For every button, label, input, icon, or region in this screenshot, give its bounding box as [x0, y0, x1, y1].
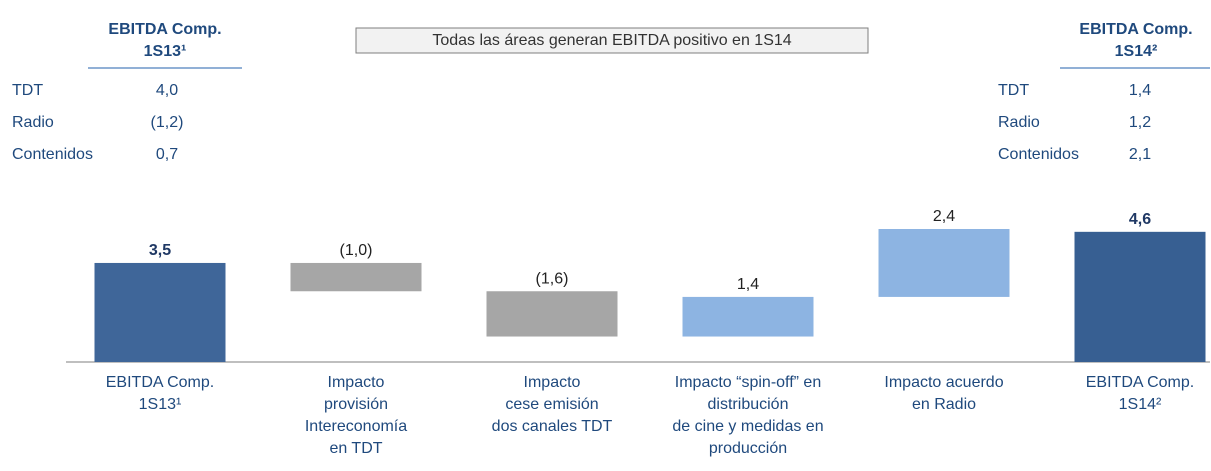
table-value: 1,4 [1129, 82, 1151, 99]
value-label: 3,5 [149, 242, 171, 259]
bar [290, 262, 422, 292]
table-value: 4,0 [156, 82, 178, 99]
annotation: Todas las áreas generan EBITDA positivo … [432, 32, 791, 49]
value-label: 2,4 [933, 208, 955, 225]
table-title: 1S13¹ [144, 43, 187, 60]
x-tick-label: Impacto acuerdo [884, 374, 1003, 391]
x-tick-label: Impacto “spin-off” en [675, 374, 821, 391]
x-tick-label: de cine y medidas en [672, 418, 823, 435]
table-label: Radio [12, 114, 54, 131]
x-tick-label: Impacto [328, 374, 385, 391]
x-tick-label: en TDT [329, 440, 382, 457]
bar [878, 229, 1010, 297]
x-tick-label: provisión [324, 396, 388, 413]
value-label: 1,4 [737, 276, 759, 293]
table-label: Contenidos [998, 146, 1079, 163]
x-tick-label: en Radio [912, 396, 976, 413]
bar [1074, 231, 1206, 362]
bar [682, 296, 814, 337]
x-tick-label: 1S14² [1119, 396, 1162, 413]
x-tick-label: Impacto [524, 374, 581, 391]
table-label: Radio [998, 114, 1040, 131]
table-title: EBITDA Comp. [108, 21, 221, 38]
x-tick-label: distribución [708, 396, 789, 413]
table-value: 2,1 [1129, 146, 1151, 163]
bar [94, 262, 226, 362]
x-tick-label: producción [709, 440, 787, 457]
x-tick-label: EBITDA Comp. [106, 374, 214, 391]
x-tick-label: EBITDA Comp. [1086, 374, 1194, 391]
value-label: (1,0) [340, 242, 373, 259]
annotation-box [355, 27, 869, 54]
x-tick-label: cese emisión [505, 396, 598, 413]
table-value: 1,2 [1129, 114, 1151, 131]
table-value: 0,7 [156, 146, 178, 163]
table-label: TDT [12, 82, 43, 99]
bar [486, 291, 618, 337]
value-label: 4,6 [1129, 211, 1151, 228]
table-value: (1,2) [151, 114, 184, 131]
table-title: 1S14² [1115, 43, 1158, 60]
table-title: EBITDA Comp. [1079, 21, 1192, 38]
x-tick-label: Intereconomía [305, 418, 407, 435]
x-tick-label: 1S13¹ [139, 396, 182, 413]
value-label: (1,6) [536, 270, 569, 287]
table-label: TDT [998, 82, 1029, 99]
x-tick-label: dos canales TDT [492, 418, 613, 435]
table-label: Contenidos [12, 146, 93, 163]
